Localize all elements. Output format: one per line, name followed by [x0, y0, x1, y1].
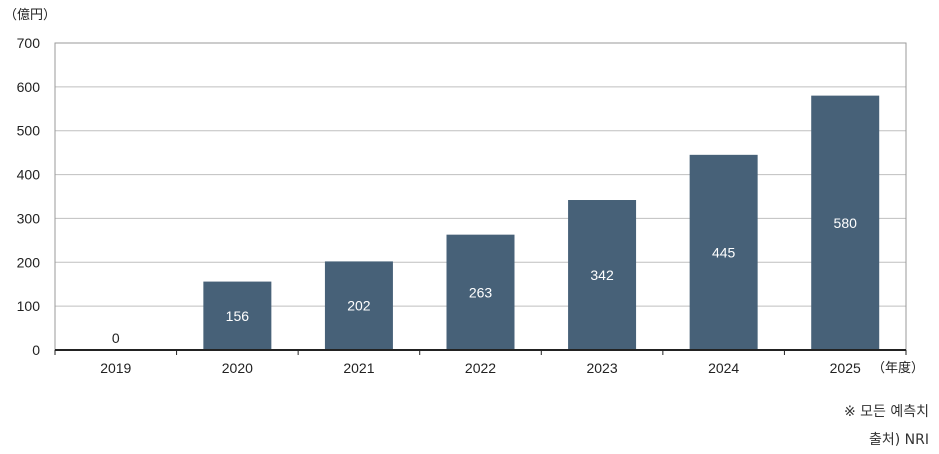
bar-value-label: 202	[347, 298, 371, 314]
bar-value-label: 445	[712, 244, 736, 260]
bar	[689, 154, 758, 350]
bar	[324, 261, 393, 350]
bar	[568, 200, 637, 350]
y-axis-unit-label: （億円）	[4, 7, 56, 23]
y-tick-label: 500	[17, 123, 41, 139]
x-axis-tick-marks	[54, 350, 907, 355]
y-tick-label: 400	[17, 167, 41, 183]
y-tick-label: 300	[17, 210, 41, 226]
x-axis-tick-labels: 2019 2020 2021 2022 2023 2024 2025	[100, 360, 861, 376]
y-tick-label: 0	[32, 342, 40, 358]
bar	[203, 281, 272, 350]
bar	[811, 95, 880, 350]
y-tick-label: 200	[17, 254, 41, 270]
x-tick-label: 2022	[465, 360, 496, 376]
y-tick-label: 100	[17, 298, 41, 314]
x-tick-label: 2024	[708, 360, 739, 376]
forecast-note: ※ 모든 예측치	[843, 404, 929, 420]
bar-value-label: 156	[226, 308, 250, 324]
bar-value-label: 580	[834, 215, 858, 231]
x-tick-label: 2020	[222, 360, 253, 376]
x-tick-label: 2025	[830, 360, 861, 376]
bar-value-label: 263	[469, 284, 493, 300]
bar-chart: 0 100 200 300 400 500 600 700 0 156 202 263 342 445 5…	[4, 7, 924, 376]
y-axis-tick-labels: 0 100 200 300 400 500 600 700	[17, 35, 41, 358]
bar-value-label: 0	[112, 330, 120, 346]
x-tick-label: 2019	[100, 360, 131, 376]
y-tick-label: 700	[17, 35, 41, 51]
x-axis-unit-label: （年度）	[872, 360, 924, 376]
y-tick-label: 600	[17, 79, 41, 95]
bars: 0 156 202 263 342 445 580	[112, 95, 880, 350]
x-tick-label: 2023	[586, 360, 617, 376]
x-tick-label: 2021	[343, 360, 374, 376]
source-note: 출처) NRI	[868, 432, 929, 448]
bar-value-label: 342	[590, 267, 614, 283]
bar	[446, 234, 515, 350]
